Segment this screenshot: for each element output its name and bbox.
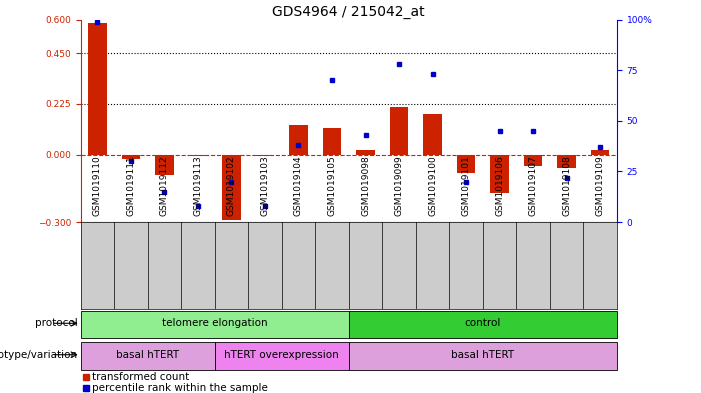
- Text: telomere elongation: telomere elongation: [162, 318, 268, 328]
- Text: control: control: [465, 318, 501, 328]
- Text: basal hTERT: basal hTERT: [116, 350, 179, 360]
- Bar: [423, 114, 442, 154]
- Bar: [390, 107, 408, 154]
- Bar: [322, 128, 341, 154]
- Text: transformed count: transformed count: [93, 372, 190, 382]
- Text: hTERT overexpression: hTERT overexpression: [224, 350, 339, 360]
- Bar: [591, 150, 609, 154]
- Bar: [356, 150, 375, 154]
- Bar: [491, 154, 509, 193]
- Bar: [81, 311, 349, 338]
- Bar: [256, 154, 274, 156]
- Bar: [290, 125, 308, 154]
- Text: percentile rank within the sample: percentile rank within the sample: [93, 383, 268, 393]
- Text: protocol: protocol: [35, 318, 78, 328]
- Bar: [222, 154, 240, 220]
- Bar: [189, 154, 207, 156]
- Bar: [349, 342, 617, 370]
- Bar: [457, 154, 475, 173]
- Bar: [155, 154, 174, 175]
- Bar: [122, 154, 140, 159]
- Bar: [81, 342, 215, 370]
- Bar: [88, 23, 107, 154]
- Text: genotype/variation: genotype/variation: [0, 350, 78, 360]
- Bar: [557, 154, 576, 168]
- Bar: [215, 342, 349, 370]
- Text: basal hTERT: basal hTERT: [451, 350, 515, 360]
- Bar: [524, 154, 543, 166]
- Title: GDS4964 / 215042_at: GDS4964 / 215042_at: [273, 5, 425, 18]
- Bar: [349, 311, 617, 338]
